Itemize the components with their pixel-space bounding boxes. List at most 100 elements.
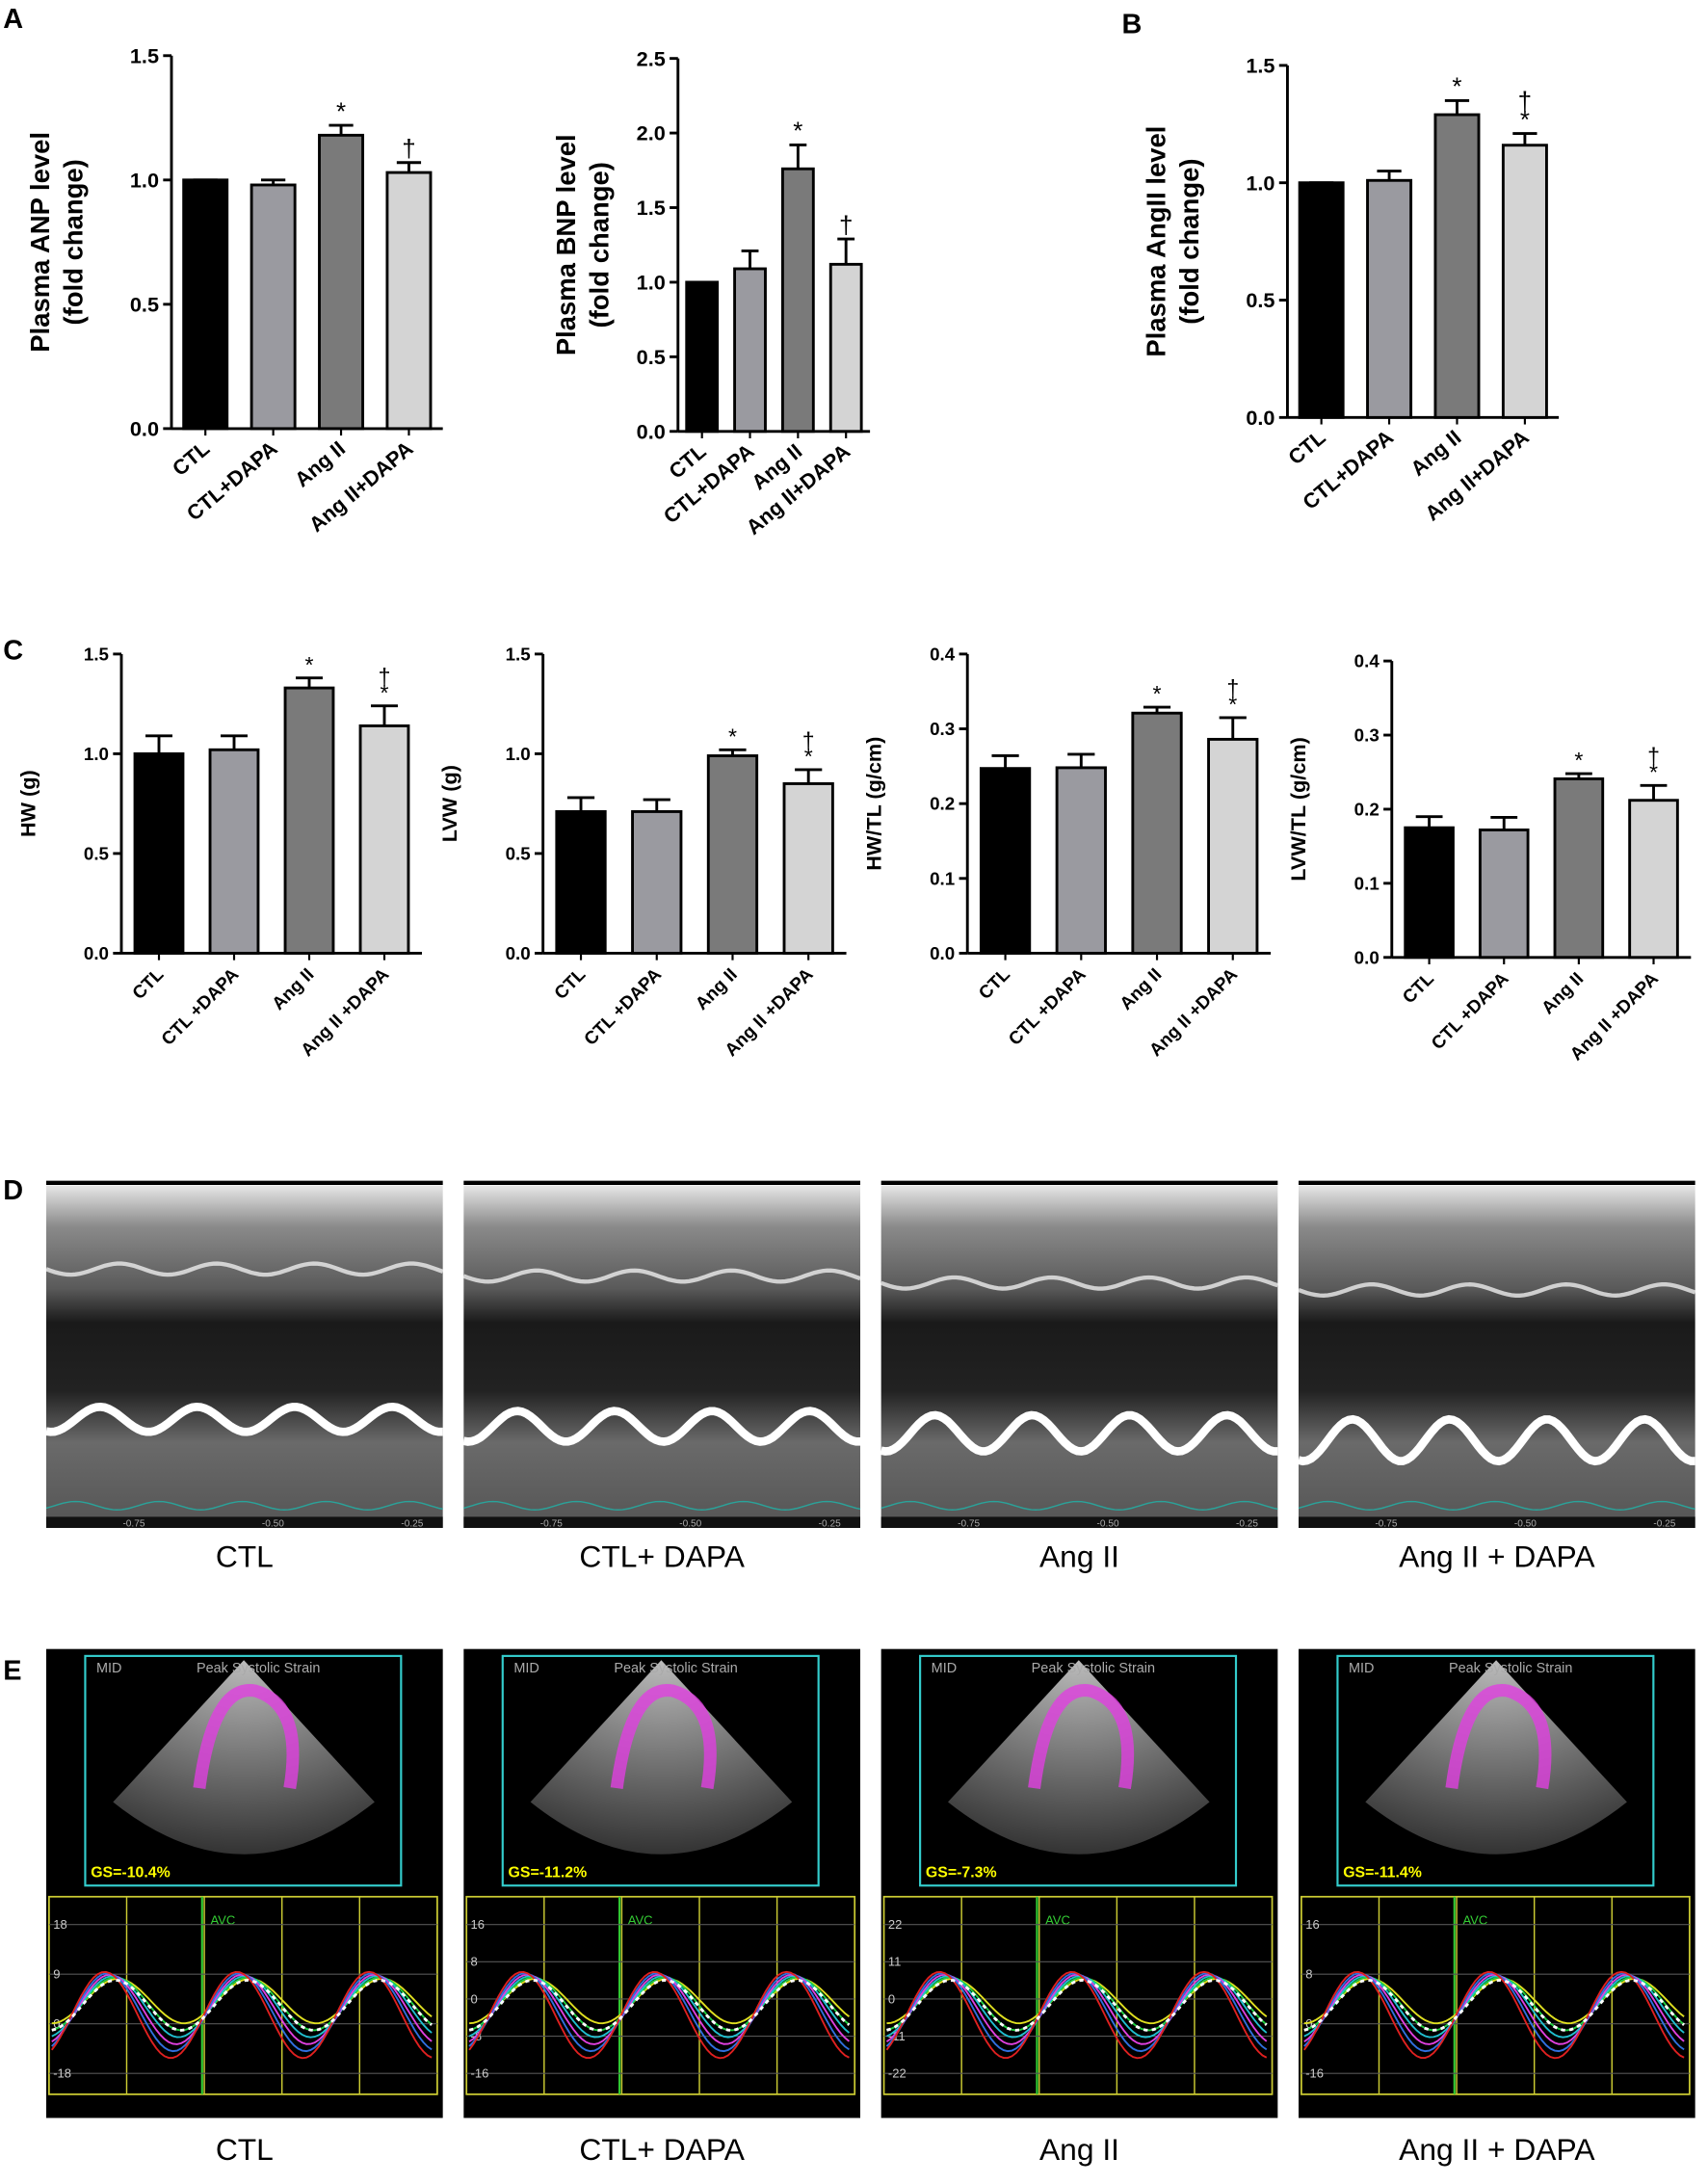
x-tick-label: CTL (168, 436, 214, 481)
y-axis-label: Plasma BNP level (551, 134, 581, 355)
y-tick-label: 0.0 (130, 416, 159, 440)
strain-axis-label: 16 (471, 1917, 485, 1932)
strain-contour (193, 1684, 300, 1790)
error-bar (566, 796, 595, 812)
y-tick-label: 0.0 (506, 943, 531, 963)
roi-box (919, 1654, 1238, 1887)
panel-label: D (3, 1175, 23, 1206)
error-bar (837, 237, 855, 265)
y-tick-label: 1.5 (1246, 53, 1274, 77)
bar (780, 167, 815, 434)
y-tick-label: 0.0 (1354, 947, 1380, 967)
x-tick-label: CTL+DAPA (659, 438, 759, 528)
image-caption: Ang II (1039, 1539, 1119, 1573)
strain-axis-label: 0 (888, 1991, 895, 2006)
error-bar (296, 676, 323, 689)
y-tick-label: 0.0 (637, 419, 666, 443)
x-tick-label: Ang II (290, 436, 350, 492)
bar (250, 183, 297, 431)
strain-curve (885, 1970, 1268, 2060)
error-bar (741, 249, 759, 269)
error-bar (719, 748, 747, 756)
y-tick-label: 1.0 (84, 744, 109, 764)
image-caption: Ang II (1039, 2132, 1119, 2167)
y-axis-label: Plasma ANP level (25, 132, 55, 353)
significance-marker: * (305, 652, 314, 677)
strain-grid (1301, 1895, 1691, 2095)
bar (685, 280, 720, 434)
y-axis-label: (fold change) (59, 159, 89, 325)
mode-label: Peak Systolic Strain (197, 1661, 320, 1676)
strain-axis-label: -22 (888, 2066, 907, 2081)
strain-axis-label: -16 (1305, 2066, 1324, 2081)
echo-wall (880, 1275, 1279, 1291)
bar (182, 178, 229, 431)
echo-wall (880, 1410, 1278, 1456)
strain-axis-label: 16 (1305, 1917, 1319, 1932)
strain-grid (882, 1895, 1274, 2095)
significance-marker: * (336, 96, 346, 125)
bar (318, 133, 365, 431)
y-axis-label: (fold change) (585, 162, 615, 328)
significance-marker: * (793, 117, 802, 145)
panel-label: C (3, 636, 23, 667)
strain-axis-label: -18 (53, 2066, 71, 2081)
bar (1628, 799, 1679, 960)
error-bar (1564, 772, 1592, 779)
image-caption: CTL+ DAPA (579, 1539, 745, 1573)
x-tick-label: CTL (1399, 968, 1438, 1008)
y-tick-label: 2.5 (637, 46, 666, 70)
mmode-image (463, 1185, 860, 1528)
y-tick-label: 1.5 (637, 196, 666, 220)
y-axis-label: Plasma AngII level (1141, 126, 1170, 357)
view-label: MID (932, 1661, 957, 1676)
strain-axis-label: 8 (471, 1955, 478, 1969)
event-label: AVC (1462, 1913, 1487, 1928)
error-bar (145, 734, 172, 754)
bar (828, 262, 863, 434)
y-tick-label: 0.3 (1354, 725, 1380, 746)
echo-wall (1298, 1414, 1695, 1466)
time-label: -0.75 (540, 1519, 563, 1530)
error-bar (1143, 705, 1171, 714)
time-label: -0.75 (1375, 1519, 1397, 1530)
y-tick-label: 0.4 (930, 644, 956, 664)
strain-axis-label: 18 (53, 1917, 66, 1932)
gs-value: GS=-10.4% (91, 1865, 171, 1881)
echo-fan (1365, 1660, 1627, 1855)
x-tick-label: Ang II (1406, 425, 1465, 481)
bar (283, 686, 335, 955)
panel-label: E (3, 1655, 21, 1686)
time-bar (880, 1516, 1278, 1528)
significance-marker: † (1518, 86, 1532, 115)
strain-grid (48, 1895, 438, 2095)
strain-mean (51, 1978, 434, 2032)
event-label: AVC (210, 1913, 235, 1928)
y-tick-label: 1.0 (1246, 171, 1274, 195)
roi-box (1336, 1654, 1655, 1887)
bar (979, 767, 1032, 955)
x-tick-label: Ang II (691, 964, 741, 1014)
y-tick-label: 0.0 (930, 943, 955, 963)
y-tick-label: 0.0 (84, 943, 109, 963)
significance-marker: * (1520, 105, 1530, 134)
x-tick-label: CTL +DAPA (157, 963, 243, 1049)
strain-axis-label: 22 (888, 1917, 902, 1932)
roi-box (501, 1654, 820, 1887)
echo-fan (530, 1660, 793, 1855)
y-tick-label: 1.0 (130, 168, 159, 192)
y-tick-label: 1.5 (84, 644, 109, 664)
strain-mean (468, 1978, 851, 2032)
error-bar (261, 178, 286, 185)
significance-marker: * (1228, 692, 1237, 717)
bar (1553, 776, 1605, 960)
error-bar (1490, 815, 1518, 830)
strain-axis-label: 9 (53, 1967, 60, 1982)
error-bar (1067, 752, 1095, 768)
significance-marker: * (804, 744, 813, 769)
ecg-trace (45, 1500, 443, 1511)
gs-value: GS=-11.4% (1343, 1865, 1422, 1881)
strain-curve (51, 1970, 433, 2060)
y-axis-label: LVW (g) (437, 765, 461, 842)
